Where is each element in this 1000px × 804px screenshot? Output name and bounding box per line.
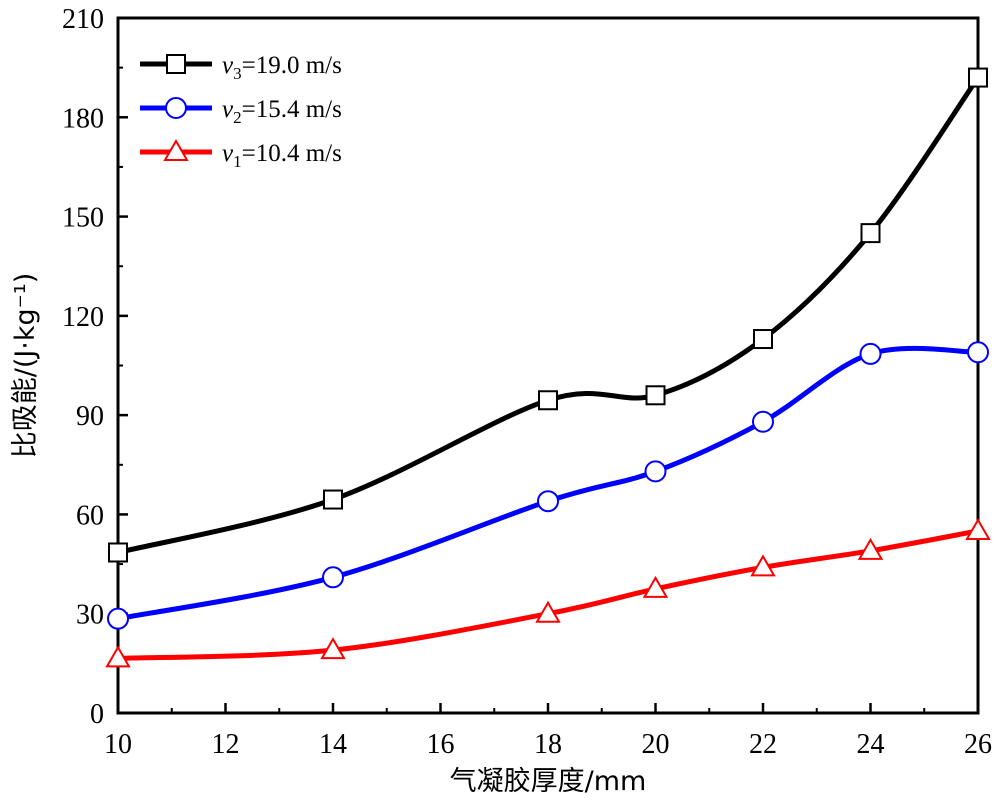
data-point [642, 575, 669, 598]
legend-subscript: 1 [233, 152, 242, 171]
y-tick-label: 90 [76, 401, 104, 432]
x-axis-title: 气凝胶厚度/mm [450, 766, 647, 797]
series-square [108, 67, 988, 563]
data-point [752, 410, 774, 433]
legend-value: =19.0 m/s [242, 52, 342, 79]
x-tick-label: 24 [857, 729, 885, 760]
legend-marker [163, 139, 189, 161]
x-tick-label: 22 [749, 729, 777, 760]
legend-label: v2=15.4 m/s [222, 96, 342, 127]
x-axis: 10 12 14 16 18 20 22 24 26 [104, 703, 992, 760]
legend-value: =10.4 m/s [242, 140, 342, 167]
legend-symbol: v [222, 52, 234, 79]
legend-marker [166, 54, 186, 74]
data-point [967, 341, 989, 364]
data-point [753, 329, 773, 350]
data-point [108, 542, 128, 563]
data-point [645, 385, 666, 406]
legend-item: v1=10.4 m/s [140, 139, 342, 171]
legend: v3=19.0 m/sv2=15.4 m/sv1=10.4 m/s [140, 52, 342, 171]
y-tick-label: 150 [62, 203, 104, 234]
legend-value: =15.4 m/s [242, 96, 342, 123]
data-point [537, 490, 559, 513]
y-tick-label: 180 [62, 103, 104, 134]
legend-label: v3=19.0 m/s [222, 52, 342, 83]
y-tick-label: 210 [62, 4, 104, 35]
data-point [322, 566, 344, 589]
y-tick-label: 60 [76, 500, 104, 531]
y-tick-label: 30 [76, 600, 104, 631]
y-tick-label: 120 [62, 302, 104, 333]
series-line [115, 345, 981, 622]
data-point [535, 600, 561, 623]
legend-symbol: v [222, 96, 234, 123]
x-tick-label: 12 [212, 729, 240, 760]
x-tick-label: 10 [104, 729, 132, 760]
y-axis-title: 比吸能/(J·kg⁻¹) [10, 273, 41, 459]
data-point [965, 517, 991, 540]
data-point [323, 489, 343, 510]
data-point [538, 390, 558, 411]
series-layer [105, 67, 991, 668]
data-point [857, 537, 884, 560]
y-tick-label: 0 [90, 699, 104, 730]
x-tick-label: 26 [964, 729, 992, 760]
legend-subscript: 2 [233, 108, 242, 127]
data-point [320, 637, 346, 660]
x-tick-label: 16 [427, 729, 455, 760]
legend-marker [165, 97, 187, 119]
legend-label: v1=10.4 m/s [222, 140, 342, 171]
data-point [105, 645, 131, 668]
x-tick-label: 18 [534, 729, 562, 760]
data-point [107, 607, 129, 630]
data-point [644, 460, 667, 483]
data-point [859, 342, 882, 365]
series-circle [107, 341, 989, 630]
data-point [968, 67, 988, 88]
legend-item: v2=15.4 m/s [140, 96, 342, 127]
data-point [750, 554, 776, 577]
data-point [860, 223, 881, 244]
series-triangle [105, 517, 991, 668]
x-tick-label: 14 [319, 729, 347, 760]
legend-symbol: v [222, 140, 234, 167]
legend-item: v3=19.0 m/s [140, 52, 342, 83]
legend-subscript: 3 [233, 64, 242, 83]
y-axis: 0 30 60 90 120 150 180 210 [62, 4, 128, 730]
x-tick-label: 20 [642, 729, 670, 760]
